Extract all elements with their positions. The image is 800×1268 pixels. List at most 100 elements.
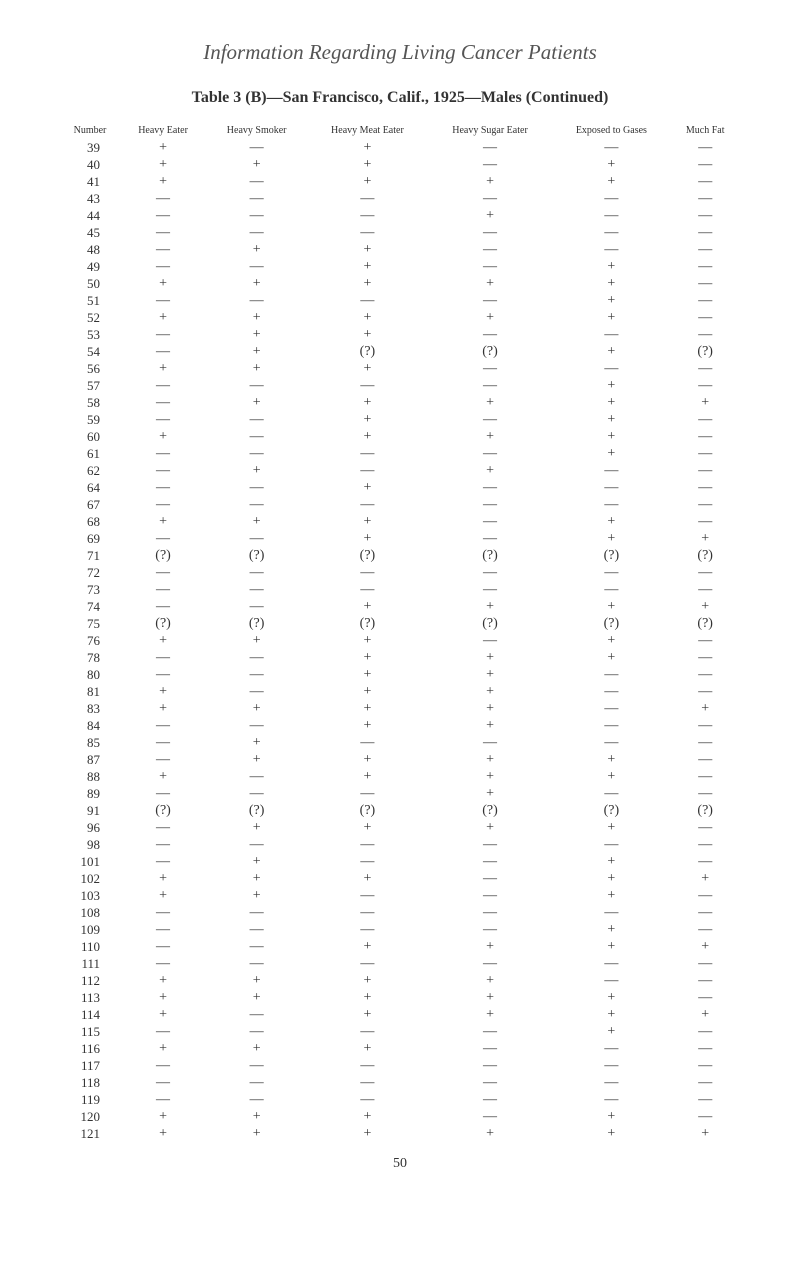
cell-value: — — [428, 377, 553, 394]
cell-value: — — [307, 445, 428, 462]
cell-value: (?) — [670, 615, 740, 632]
cell-value: — — [670, 156, 740, 173]
table-row: 117—————— — [60, 1057, 740, 1074]
row-number: 49 — [60, 258, 120, 275]
row-number: 103 — [60, 887, 120, 904]
cell-value: + — [552, 411, 670, 428]
table-row: 91(?)(?)(?)(?)(?)(?) — [60, 802, 740, 819]
cell-value: — — [120, 921, 206, 938]
cell-value: — — [428, 581, 553, 598]
col-header: Heavy Smoker — [206, 123, 307, 139]
cell-value: — — [670, 1023, 740, 1040]
cell-value: — — [120, 649, 206, 666]
cell-value: — — [428, 734, 553, 751]
cell-value: + — [206, 462, 307, 479]
cell-value: — — [670, 1040, 740, 1057]
table-row: 71(?)(?)(?)(?)(?)(?) — [60, 547, 740, 564]
table-row: 53—++——— — [60, 326, 740, 343]
cell-value: — — [307, 207, 428, 224]
cell-value: — — [120, 292, 206, 309]
cell-value: — — [552, 955, 670, 972]
table-row: 78——+++— — [60, 649, 740, 666]
row-number: 115 — [60, 1023, 120, 1040]
cell-value: — — [670, 1057, 740, 1074]
cell-value: + — [307, 700, 428, 717]
cell-value: + — [206, 394, 307, 411]
table-row: 40+++—+— — [60, 156, 740, 173]
cell-value: — — [307, 564, 428, 581]
cell-value: (?) — [206, 547, 307, 564]
cell-value: — — [552, 700, 670, 717]
table-row: 113+++++— — [60, 989, 740, 1006]
cell-value: + — [670, 1006, 740, 1023]
cell-value: — — [670, 564, 740, 581]
cell-value: + — [428, 768, 553, 785]
cell-value: — — [120, 207, 206, 224]
cell-value: — — [206, 717, 307, 734]
table-row: 114+—++++ — [60, 1006, 740, 1023]
row-number: 41 — [60, 173, 120, 190]
cell-value: — — [307, 496, 428, 513]
cell-value: + — [206, 632, 307, 649]
cell-value: + — [206, 853, 307, 870]
table-row: 88+—+++— — [60, 768, 740, 785]
cell-value: + — [552, 377, 670, 394]
col-header: Much Fat — [670, 123, 740, 139]
row-number: 102 — [60, 870, 120, 887]
cell-value: — — [120, 785, 206, 802]
cell-value: — — [552, 1057, 670, 1074]
table-row: 49——+—+— — [60, 258, 740, 275]
row-number: 119 — [60, 1091, 120, 1108]
row-number: 67 — [60, 496, 120, 513]
col-header: Number — [60, 123, 120, 139]
cell-value: + — [307, 275, 428, 292]
cell-value: — — [206, 598, 307, 615]
cell-value: — — [206, 428, 307, 445]
cell-value: — — [428, 955, 553, 972]
cell-value: — — [120, 666, 206, 683]
cell-value: — — [120, 751, 206, 768]
cell-value: + — [206, 819, 307, 836]
table-row: 87—++++— — [60, 751, 740, 768]
cell-value: — — [206, 785, 307, 802]
data-table: Number Heavy Eater Heavy Smoker Heavy Me… — [60, 123, 740, 1142]
row-number: 64 — [60, 479, 120, 496]
cell-value: + — [206, 1125, 307, 1142]
cell-value: — — [552, 1074, 670, 1091]
cell-value: — — [428, 513, 553, 530]
cell-value: + — [552, 938, 670, 955]
cell-value: — — [428, 921, 553, 938]
cell-value: + — [552, 598, 670, 615]
row-number: 109 — [60, 921, 120, 938]
cell-value: + — [428, 1006, 553, 1023]
table-row: 83++++—+ — [60, 700, 740, 717]
cell-value: + — [307, 258, 428, 275]
cell-value: — — [120, 530, 206, 547]
cell-value: + — [428, 972, 553, 989]
cell-value: + — [552, 819, 670, 836]
cell-value: — — [670, 904, 740, 921]
cell-value: — — [670, 632, 740, 649]
table-row: 110——++++ — [60, 938, 740, 955]
cell-value: — — [552, 683, 670, 700]
cell-value: + — [120, 887, 206, 904]
cell-value: + — [307, 394, 428, 411]
cell-value: + — [428, 819, 553, 836]
cell-value: — — [206, 1074, 307, 1091]
cell-value: (?) — [428, 343, 553, 360]
cell-value: — — [670, 785, 740, 802]
cell-value: — — [120, 734, 206, 751]
cell-value: — — [670, 1091, 740, 1108]
row-number: 48 — [60, 241, 120, 258]
cell-value: — — [206, 1057, 307, 1074]
row-number: 87 — [60, 751, 120, 768]
table-row: 57————+— — [60, 377, 740, 394]
cell-value: — — [552, 904, 670, 921]
table-row: 56+++——— — [60, 360, 740, 377]
cell-value: — — [670, 411, 740, 428]
row-number: 75 — [60, 615, 120, 632]
cell-value: — — [307, 581, 428, 598]
row-number: 53 — [60, 326, 120, 343]
row-number: 84 — [60, 717, 120, 734]
cell-value: — — [428, 411, 553, 428]
